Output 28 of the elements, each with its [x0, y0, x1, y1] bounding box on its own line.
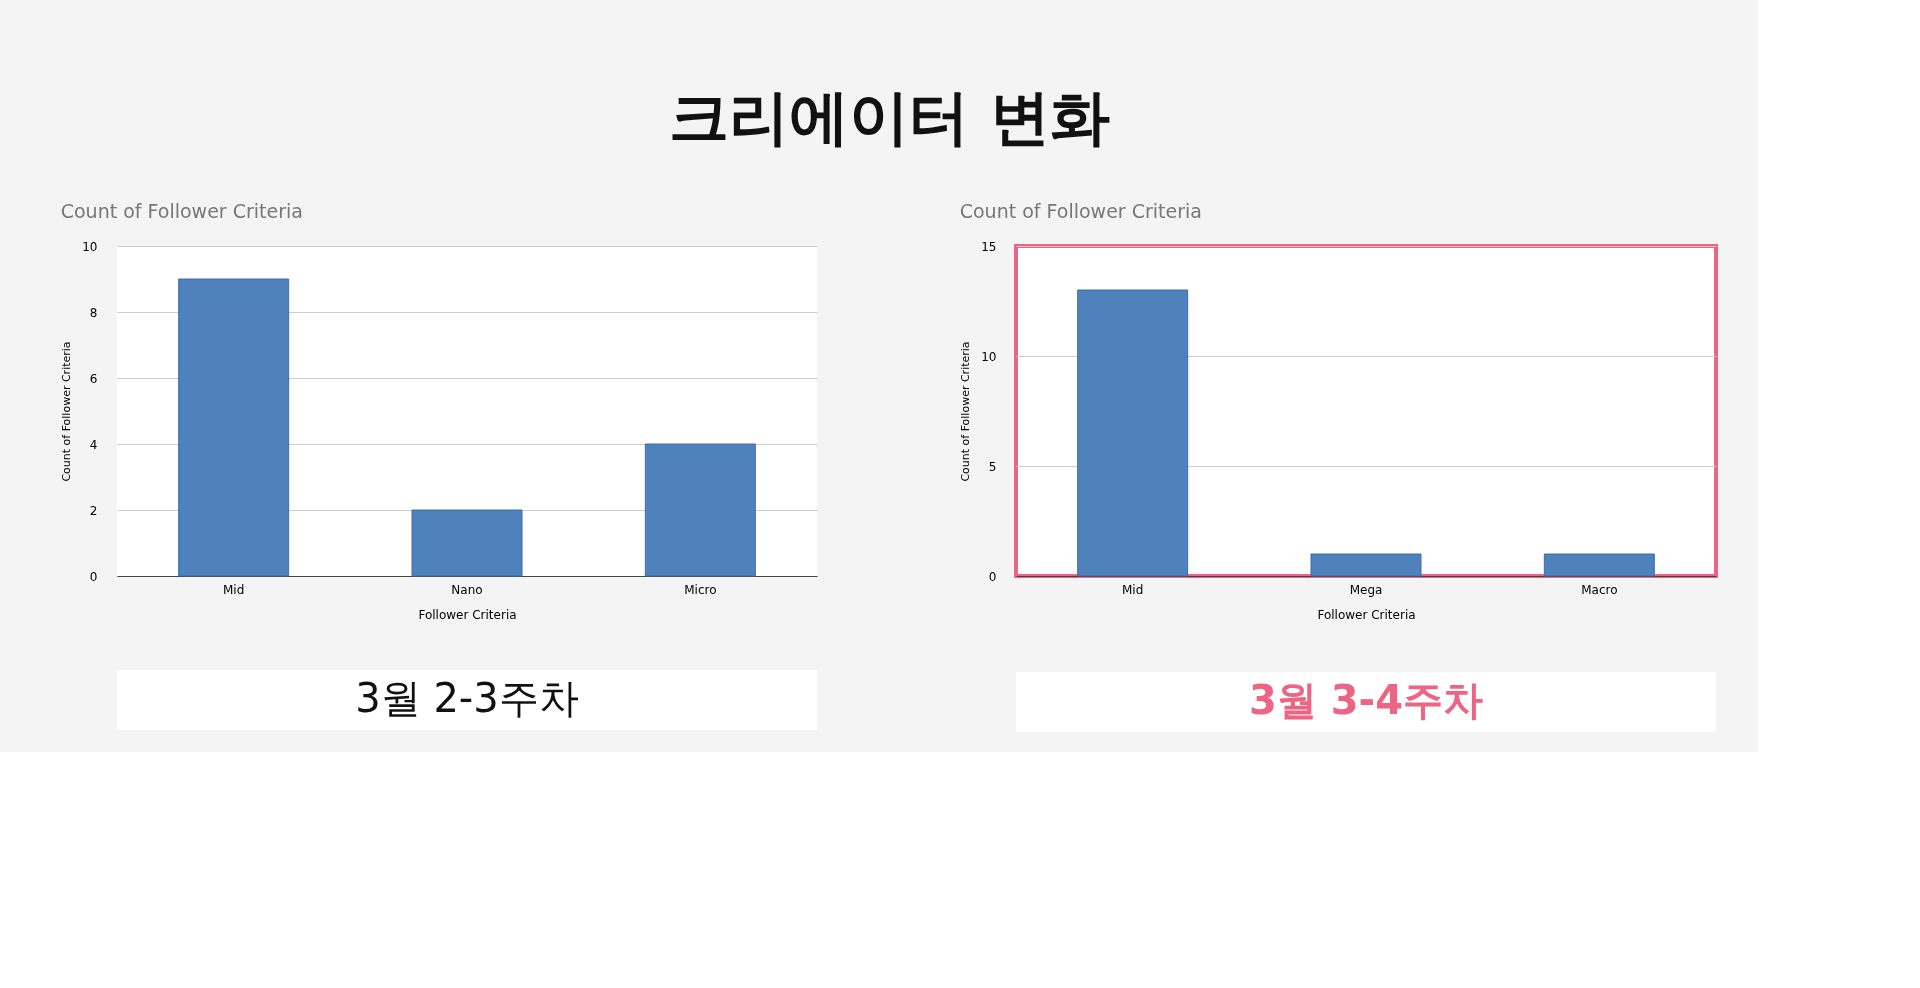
chart-title: Count of Follower Criteria: [60, 200, 303, 222]
y-tick-label: 8: [89, 305, 98, 320]
x-axis-title: Follower Criteria: [1317, 607, 1416, 622]
y-axis-title: Count of Follower Criteria: [60, 341, 74, 482]
x-tick-label: Mid: [1122, 582, 1144, 597]
text: 3월 3-4주차: [1248, 677, 1484, 723]
chart-title: Count of Follower Criteria: [959, 200, 1202, 222]
y-axis-title: Count of Follower Criteria: [959, 341, 973, 482]
y-tick-label: 10: [82, 239, 98, 254]
text: 크리에이터 변화: [668, 82, 1110, 152]
x-tick-label: Macro: [1581, 582, 1618, 597]
bar: [178, 278, 290, 577]
x-tick-label: Micro: [684, 582, 717, 597]
y-tick-label: 4: [89, 437, 98, 452]
x-tick-label: Nano: [451, 582, 483, 597]
y-tick-label: 10: [981, 349, 997, 364]
y-tick-label: 0: [988, 569, 997, 584]
y-tick-label: 0: [89, 569, 98, 584]
x-tick-label: Mid: [223, 582, 245, 597]
text: 3월 2-3주차: [355, 675, 579, 721]
bar: [411, 509, 523, 577]
y-tick-label: 5: [988, 459, 997, 474]
x-axis-title: Follower Criteria: [418, 607, 517, 622]
y-tick-label: 15: [981, 239, 997, 254]
y-tick-label: 2: [89, 503, 98, 518]
x-tick-label: Mega: [1349, 582, 1383, 597]
y-tick-label: 6: [89, 371, 98, 386]
bar: [644, 443, 756, 577]
